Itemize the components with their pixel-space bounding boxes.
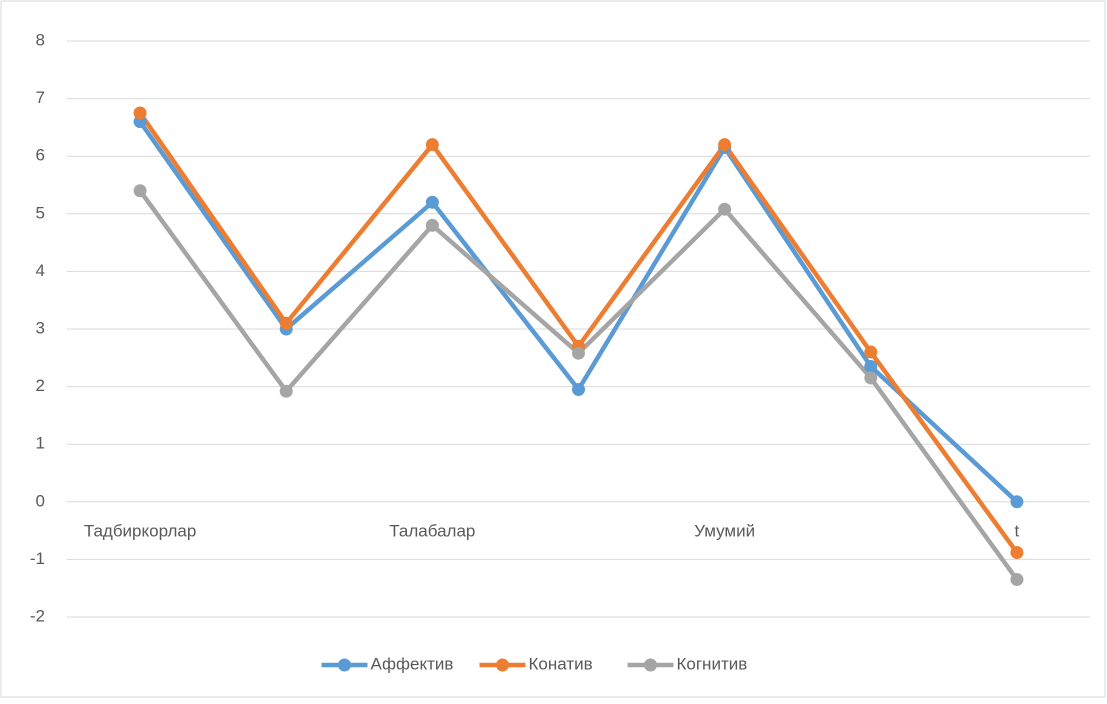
legend-label: Когнитив — [677, 654, 748, 673]
y-tick-label: 4 — [36, 261, 45, 280]
y-tick-label: 7 — [36, 88, 45, 107]
y-tick-label: 6 — [36, 146, 45, 165]
data-point — [718, 138, 732, 152]
data-point — [133, 106, 147, 120]
y-tick-label: -1 — [30, 549, 45, 568]
data-point — [279, 384, 293, 398]
data-point — [279, 316, 293, 330]
legend-label: Аффектив — [371, 654, 454, 673]
data-point — [864, 345, 878, 359]
x-tick-label: t — [1015, 521, 1020, 540]
y-tick-label: 3 — [36, 318, 45, 337]
data-point — [425, 138, 439, 152]
y-tick-label: 0 — [36, 491, 45, 510]
data-point — [1010, 495, 1024, 509]
x-tick-label: Умумий — [694, 521, 755, 540]
legend-label: Конатив — [529, 654, 593, 673]
y-tick-label: 5 — [36, 203, 45, 222]
legend-marker — [644, 658, 657, 672]
y-tick-label: 2 — [36, 376, 45, 395]
x-tick-label: Талабалар — [389, 521, 475, 540]
y-tick-label: 1 — [36, 434, 45, 453]
data-point — [572, 382, 585, 396]
legend-marker — [338, 658, 351, 672]
data-point — [133, 184, 147, 198]
data-point — [425, 195, 439, 209]
legend-marker — [496, 658, 509, 672]
data-point — [864, 359, 878, 373]
data-point — [1010, 545, 1024, 559]
y-tick-label: -2 — [30, 606, 45, 625]
data-point — [572, 346, 585, 360]
x-tick-label: Тадбиркорлар — [84, 521, 196, 540]
data-point — [1010, 573, 1024, 587]
data-point — [864, 371, 878, 385]
y-tick-label: 8 — [36, 30, 45, 49]
data-point — [718, 202, 732, 216]
data-point — [425, 218, 439, 232]
